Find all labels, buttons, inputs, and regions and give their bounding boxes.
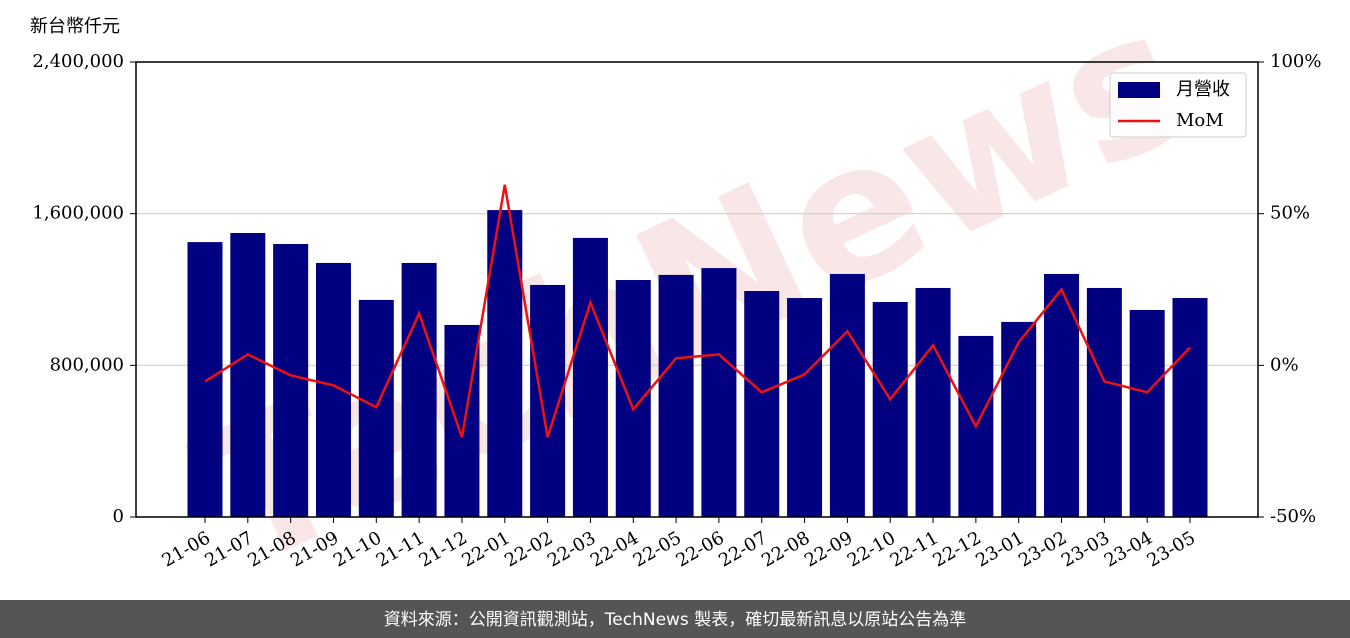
y-tick-label: 0 — [113, 506, 124, 527]
x-tick-label: 22-09 — [801, 527, 856, 571]
x-tick-label: 23-03 — [1058, 527, 1113, 571]
x-tick-label: 22-11 — [887, 527, 942, 571]
bar — [230, 233, 266, 518]
x-tick-label: 22-10 — [844, 527, 899, 571]
x-tick-label: 22-04 — [587, 527, 642, 571]
x-tick-label: 22-05 — [630, 527, 685, 571]
y2-tick-label: -50% — [1270, 506, 1316, 527]
x-tick-label: 22-02 — [501, 527, 556, 571]
y-tick-label: 2,400,000 — [32, 51, 124, 72]
bar — [701, 268, 737, 517]
x-tick-label: 21-06 — [159, 527, 214, 571]
y-tick-label: 1,600,000 — [32, 203, 124, 224]
x-tick-label: 22-03 — [544, 527, 599, 571]
bar — [487, 210, 523, 518]
bar — [872, 302, 908, 517]
y2-tick-label: 0% — [1270, 354, 1299, 375]
legend-swatch — [1118, 82, 1160, 98]
x-tick-label: 22-07 — [715, 527, 770, 571]
x-tick-label: 23-05 — [1144, 527, 1199, 571]
bar — [187, 242, 223, 517]
line — [204, 184, 1191, 438]
x-tick-label: 23-01 — [972, 527, 1027, 571]
bar — [829, 273, 865, 517]
bar — [1172, 298, 1208, 517]
bar — [744, 291, 780, 517]
bar — [401, 262, 437, 517]
y2-tick-label: 100% — [1270, 51, 1321, 72]
plot-frame — [135, 61, 1259, 518]
x-tick-label: 22-12 — [929, 527, 984, 571]
footer: 資料來源：公開資訊觀測站，TechNews 製表，確切最新訊息以原站公告為準 — [384, 610, 966, 630]
x-tick-label: 23-02 — [1015, 527, 1070, 571]
bar — [915, 287, 951, 517]
bar — [444, 324, 480, 517]
y2-tick-label: 50% — [1270, 203, 1310, 224]
y-axis-label: 新台幣仟元 — [30, 16, 120, 37]
x-tick-label: 22-06 — [672, 527, 727, 571]
bar — [1001, 321, 1037, 517]
bar — [1129, 309, 1165, 517]
bar — [572, 237, 608, 517]
legend-label: MoM — [1176, 110, 1224, 131]
bar — [615, 280, 651, 517]
bar — [1044, 273, 1080, 517]
x-tick-label: 22-01 — [458, 527, 513, 571]
footer-band — [0, 600, 1350, 638]
x-tick-label: 22-08 — [758, 527, 813, 571]
legend-label: 月營收 — [1176, 79, 1230, 100]
bar — [658, 274, 694, 517]
x-tick-label: 23-04 — [1101, 527, 1156, 571]
bar — [1086, 287, 1122, 517]
bar — [273, 244, 309, 517]
bar — [315, 262, 351, 517]
bar — [787, 298, 823, 517]
y-tick-label: 800,000 — [50, 354, 124, 375]
